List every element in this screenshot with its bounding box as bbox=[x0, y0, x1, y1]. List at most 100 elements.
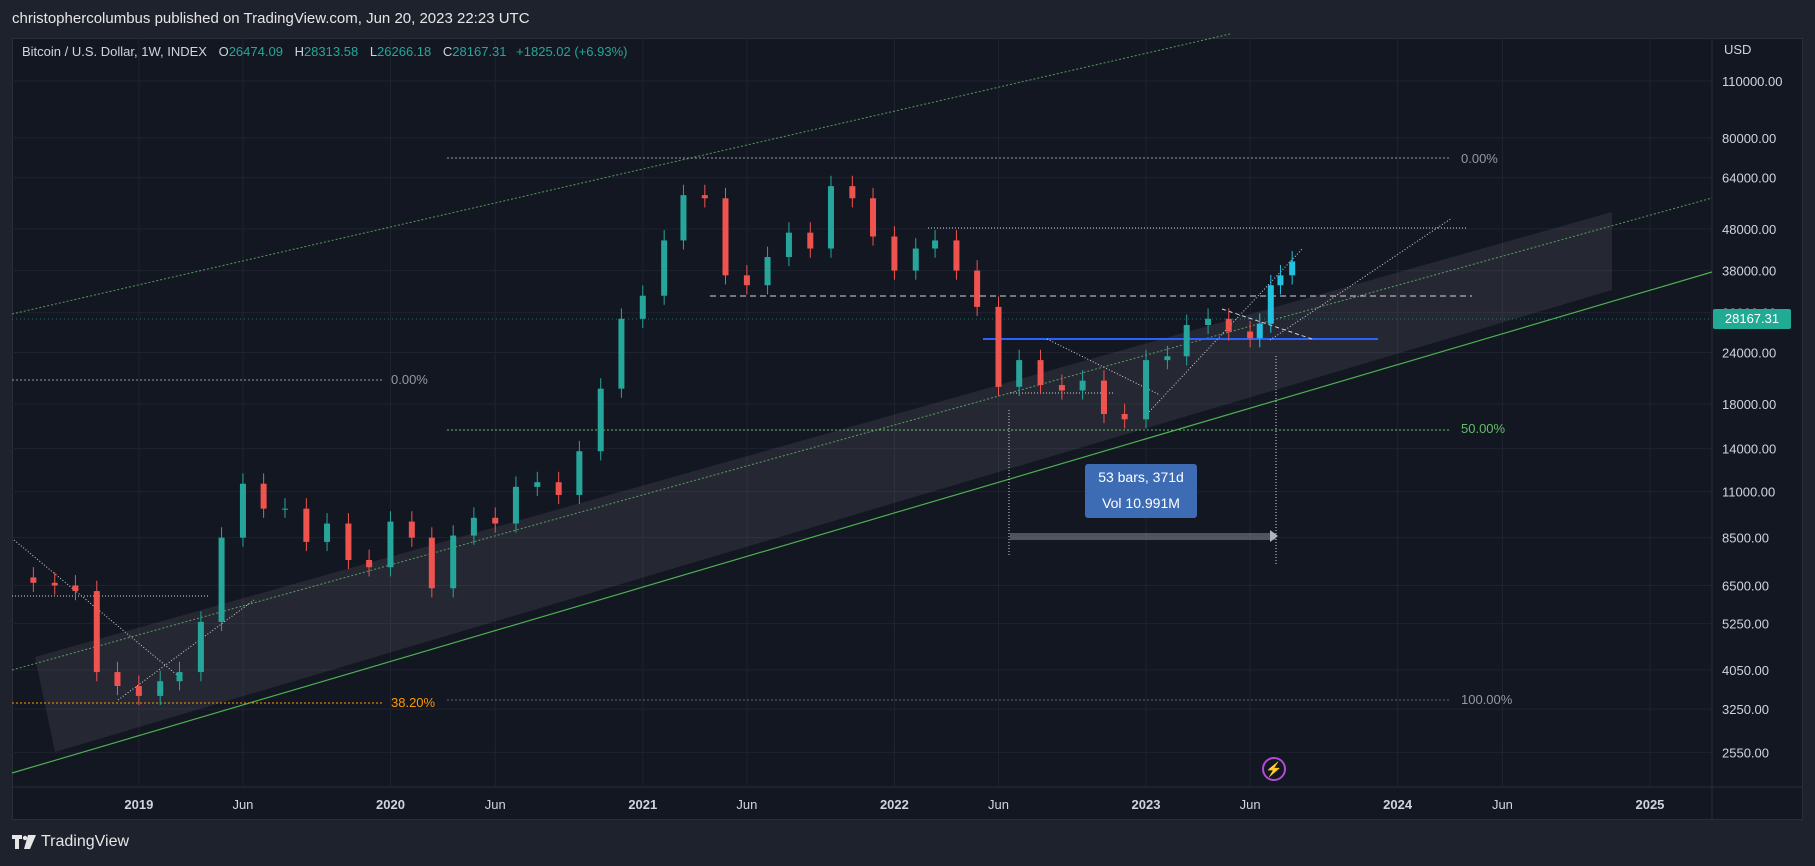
time-tick-label: Jun bbox=[1492, 797, 1513, 812]
open-value: 26474.09 bbox=[228, 44, 283, 59]
grid-lines bbox=[12, 38, 1712, 787]
candle-body bbox=[450, 535, 457, 589]
candle-body bbox=[743, 275, 750, 286]
time-tick-label: Jun bbox=[736, 797, 757, 812]
candle-body bbox=[912, 248, 919, 271]
candle-body bbox=[1183, 325, 1190, 357]
candle-body bbox=[1205, 318, 1212, 326]
time-tick-label: 2020 bbox=[376, 797, 405, 812]
high-value: 28313.58 bbox=[303, 44, 359, 59]
candle-body bbox=[534, 482, 541, 487]
time-tick-label: 2019 bbox=[124, 797, 153, 812]
candle-body bbox=[1143, 360, 1150, 420]
close-label: C bbox=[442, 44, 453, 59]
candle-body bbox=[176, 672, 183, 682]
candle-body bbox=[408, 521, 415, 538]
candle-body bbox=[722, 198, 729, 276]
candle-body bbox=[1256, 323, 1263, 339]
candle-body bbox=[51, 582, 58, 586]
time-axis-ticks: 2019 Jun 2020 Jun 2021 Jun 2022 Jun 2023 Jun 2024 J… bbox=[124, 797, 1664, 812]
candle-body bbox=[197, 621, 204, 673]
candle-body bbox=[1247, 331, 1254, 339]
lightning-icon[interactable]: ⚡ bbox=[1262, 757, 1286, 781]
price-axis-ticks: 110000.00 80000.00 64000.00 48000.00 38000.0… bbox=[1722, 74, 1783, 760]
candle-body bbox=[849, 186, 856, 199]
lower-trend-line bbox=[11, 271, 1713, 774]
price-tick-label: 3250.00 bbox=[1722, 702, 1769, 717]
trend-channel-fill bbox=[35, 212, 1612, 752]
symbol-legend: Bitcoin / U.S. Dollar, 1W, INDEX O26474.… bbox=[22, 44, 627, 59]
candle-body bbox=[974, 270, 981, 307]
candle-body bbox=[1277, 275, 1284, 286]
low-label: L bbox=[369, 44, 378, 59]
price-tick-label: 80000.00 bbox=[1722, 131, 1776, 146]
time-tick-label: Jun bbox=[988, 797, 1009, 812]
measure-vol-label: Vol 10.991M bbox=[1102, 495, 1180, 511]
candle-body bbox=[1289, 261, 1296, 276]
candle-body bbox=[576, 451, 583, 495]
measure-info-box: 53 bars, 371d Vol 10.991M bbox=[1085, 464, 1197, 518]
candle-body bbox=[1121, 414, 1128, 420]
last-price-badge: 28167.31 bbox=[1713, 309, 1791, 329]
candle-body bbox=[1079, 380, 1086, 391]
price-tick-label: 110000.00 bbox=[1722, 74, 1783, 89]
candle-body bbox=[72, 585, 79, 592]
candle-body bbox=[1016, 360, 1023, 387]
price-tick-label: 6500.00 bbox=[1722, 578, 1769, 593]
candle-body bbox=[807, 232, 814, 249]
fib-a-top-label: 0.00% bbox=[1461, 151, 1498, 166]
fib-a-mid-label: 50.00% bbox=[1461, 421, 1506, 436]
fib-a-bottom-label: 100.00% bbox=[1461, 692, 1513, 707]
time-tick-label: Jun bbox=[232, 797, 253, 812]
price-tick-label: 2550.00 bbox=[1722, 745, 1769, 760]
price-tick-label: 24000.00 bbox=[1722, 346, 1776, 361]
candle-body bbox=[555, 482, 562, 495]
candle-body bbox=[995, 306, 1002, 387]
brand-name: TradingView bbox=[41, 833, 130, 850]
candle-body bbox=[492, 517, 499, 524]
high-label: H bbox=[294, 44, 304, 59]
candle-body bbox=[932, 240, 939, 249]
brand[interactable]: TradingView bbox=[12, 833, 129, 851]
change-value: +1825.02 (+6.93%) bbox=[516, 44, 628, 59]
time-tick-label: 2021 bbox=[628, 797, 657, 812]
bottom-bar bbox=[0, 820, 1815, 866]
candle-body bbox=[135, 685, 142, 696]
candle-body bbox=[618, 318, 625, 389]
2019-breakout-line bbox=[117, 599, 255, 701]
candle-body bbox=[639, 295, 646, 319]
candle-body bbox=[30, 577, 37, 583]
price-tick-label: 8500.00 bbox=[1722, 531, 1769, 546]
2023-channel-line bbox=[1269, 217, 1453, 341]
candle-body bbox=[827, 186, 834, 249]
candle-body bbox=[891, 236, 898, 271]
candle-body bbox=[1267, 285, 1274, 324]
candle-body bbox=[387, 521, 394, 568]
price-tick-label: 11000.00 bbox=[1722, 485, 1775, 500]
time-tick-label: Jun bbox=[1240, 797, 1261, 812]
candle-body bbox=[324, 523, 331, 542]
candle-body bbox=[260, 483, 267, 509]
price-tick-label: 18000.00 bbox=[1722, 397, 1776, 412]
chart-area[interactable] bbox=[12, 38, 1803, 820]
candle-body bbox=[281, 508, 288, 510]
price-tick-label: 38000.00 bbox=[1722, 264, 1776, 279]
candle-body bbox=[870, 198, 877, 237]
tradingview-logo-icon bbox=[12, 835, 36, 849]
candle-body bbox=[680, 195, 687, 241]
candle-body bbox=[1164, 356, 1171, 361]
outer-channel-line bbox=[11, 33, 1231, 315]
measure-range-bar bbox=[1010, 533, 1276, 540]
close-value: 28167.31 bbox=[452, 44, 507, 59]
candle-body bbox=[218, 537, 225, 622]
fib-b-level-label: 38.20% bbox=[391, 695, 436, 710]
candle-body bbox=[303, 508, 310, 542]
top-bar: christophercolumbus published on Trading… bbox=[0, 0, 1815, 38]
candle-body bbox=[1037, 360, 1044, 386]
open-label: O bbox=[218, 44, 229, 59]
candles bbox=[30, 175, 1296, 706]
low-value: 26266.18 bbox=[377, 44, 432, 59]
currency-label[interactable]: USD bbox=[1724, 42, 1752, 57]
time-tick-label: 2025 bbox=[1635, 797, 1664, 812]
